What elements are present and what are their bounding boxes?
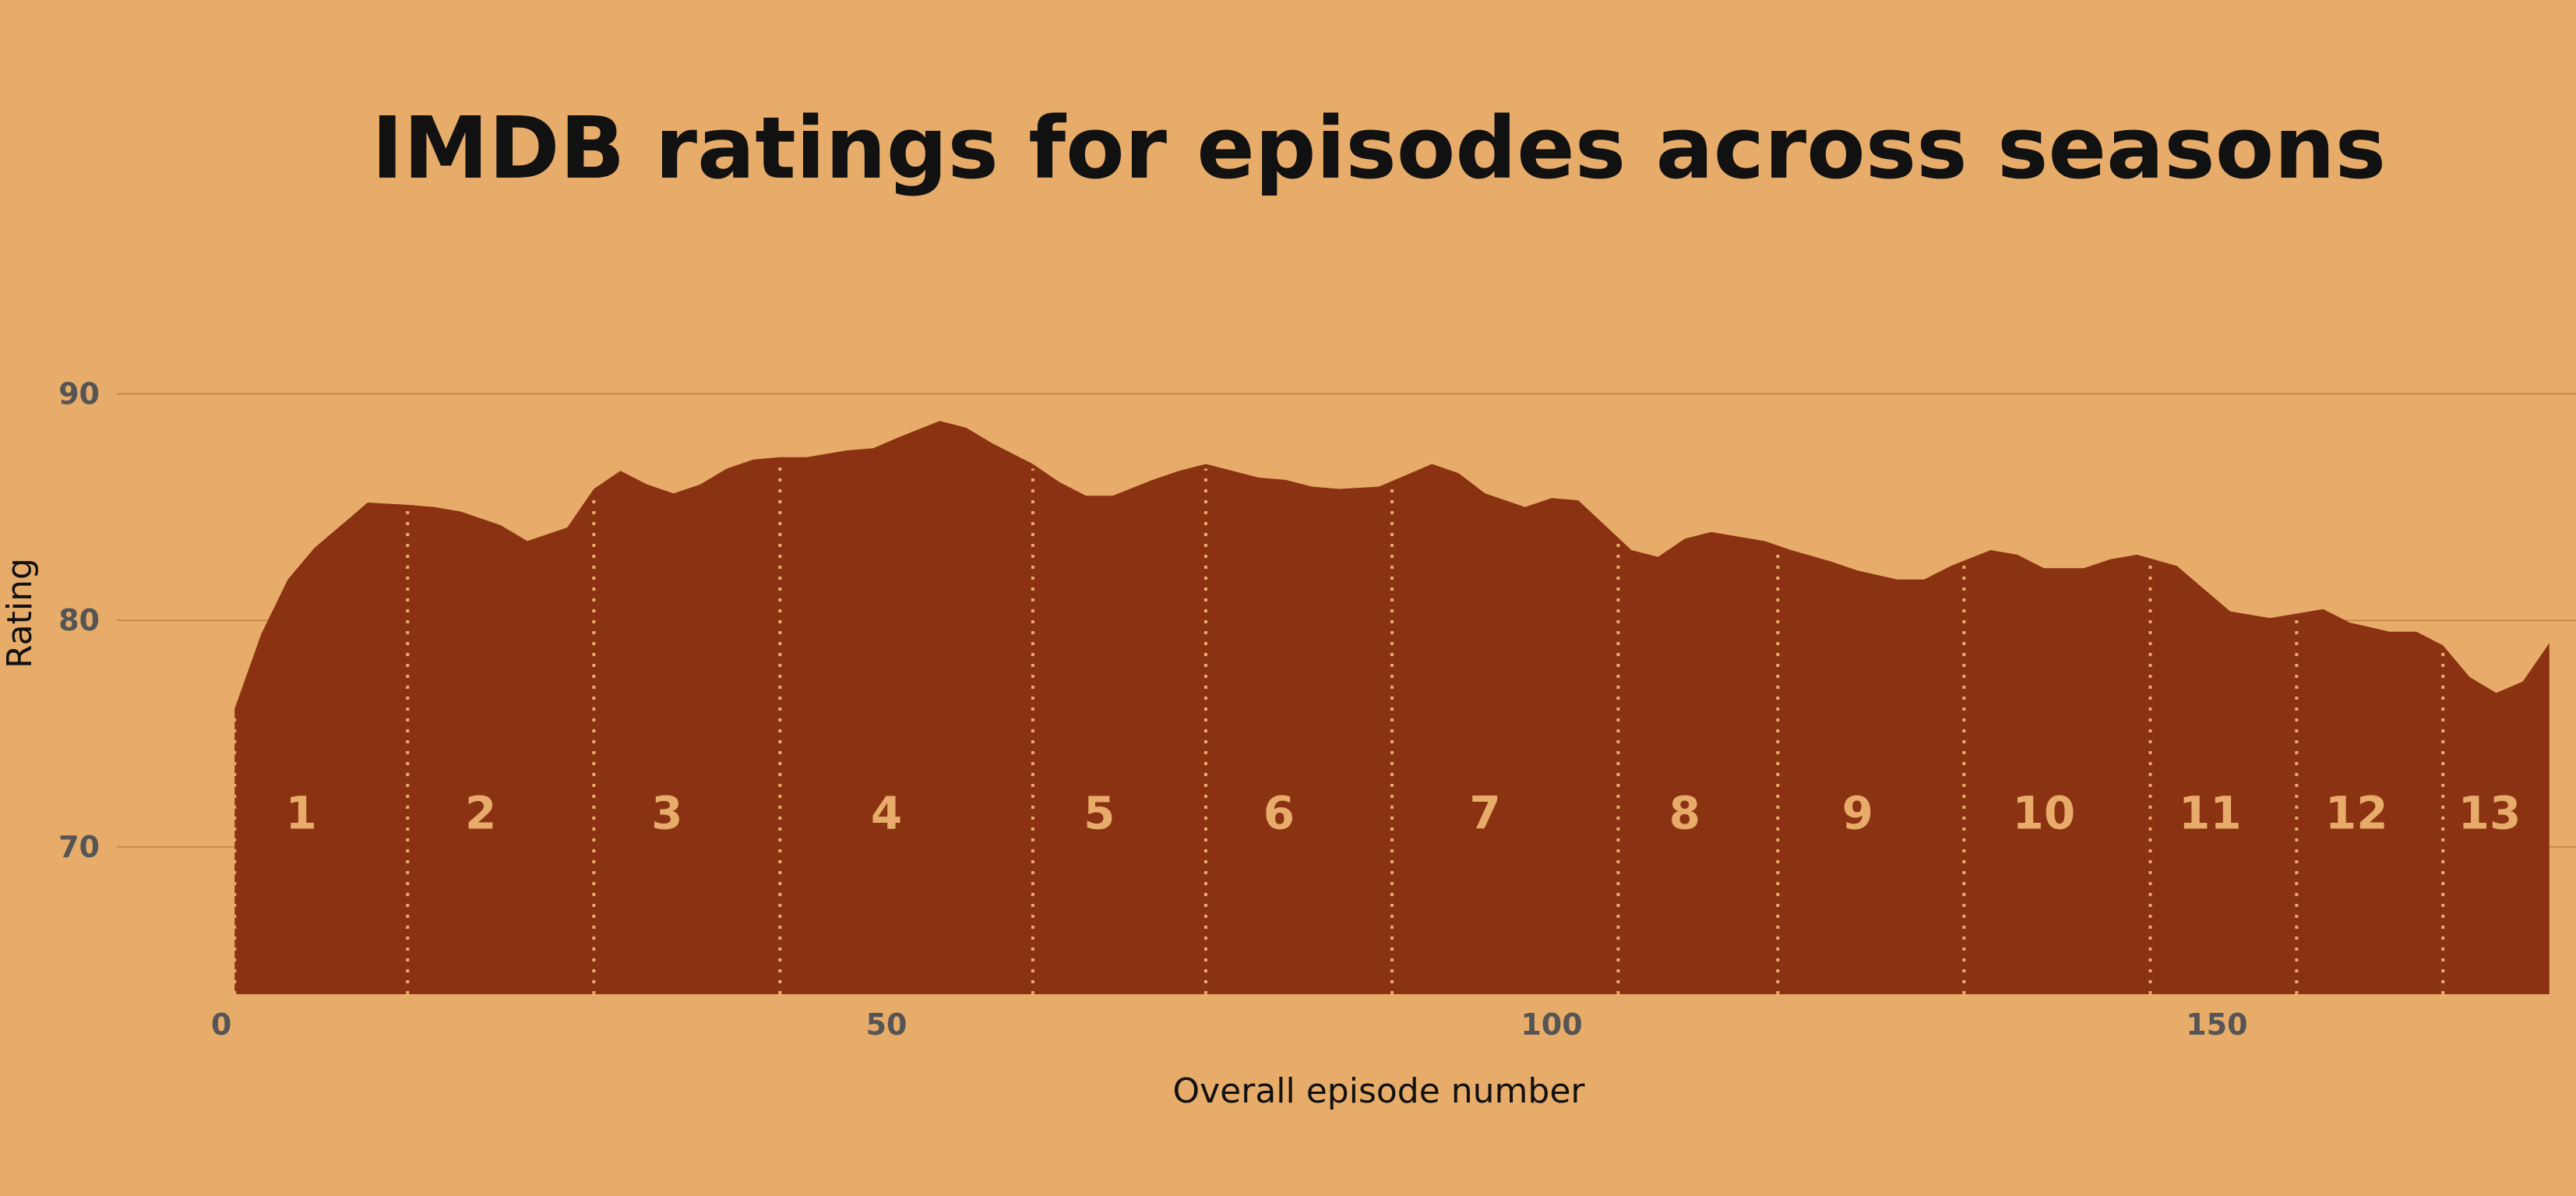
season-label-5: 5 [1084, 786, 1115, 839]
season-labels: 1 2 3 4 5 6 7 8 9 10 11 12 13 [285, 786, 2521, 839]
season-label-9: 9 [1842, 786, 1873, 839]
season-label-4: 4 [871, 786, 902, 839]
season-label-6: 6 [1263, 786, 1295, 839]
y-axis-ticks: 70 80 90 [58, 376, 100, 864]
x-tick-100: 100 [1521, 1007, 1582, 1042]
y-tick-80: 80 [58, 603, 100, 637]
x-tick-0: 0 [211, 1007, 231, 1042]
season-label-10: 10 [2013, 786, 2076, 839]
y-tick-90: 90 [58, 376, 100, 411]
season-label-2: 2 [465, 786, 496, 839]
season-dividers [233, 461, 2445, 994]
x-axis-label: Overall episode number [1172, 1071, 1585, 1111]
season-label-11: 11 [2179, 786, 2242, 839]
season-label-7: 7 [1469, 786, 1500, 839]
season-label-1: 1 [285, 786, 316, 839]
season-label-3: 3 [651, 786, 682, 839]
season-label-13: 13 [2458, 786, 2521, 839]
x-tick-150: 150 [2186, 1007, 2247, 1042]
x-axis-ticks: 0 50 100 150 [211, 1007, 2248, 1042]
y-axis-label: Rating [0, 558, 40, 669]
chart-title: IMDB ratings for episodes across seasons [372, 98, 2386, 198]
season-label-12: 12 [2325, 786, 2388, 839]
season-label-8: 8 [1669, 786, 1700, 839]
x-tick-50: 50 [866, 1007, 907, 1042]
y-tick-70: 70 [58, 830, 100, 864]
